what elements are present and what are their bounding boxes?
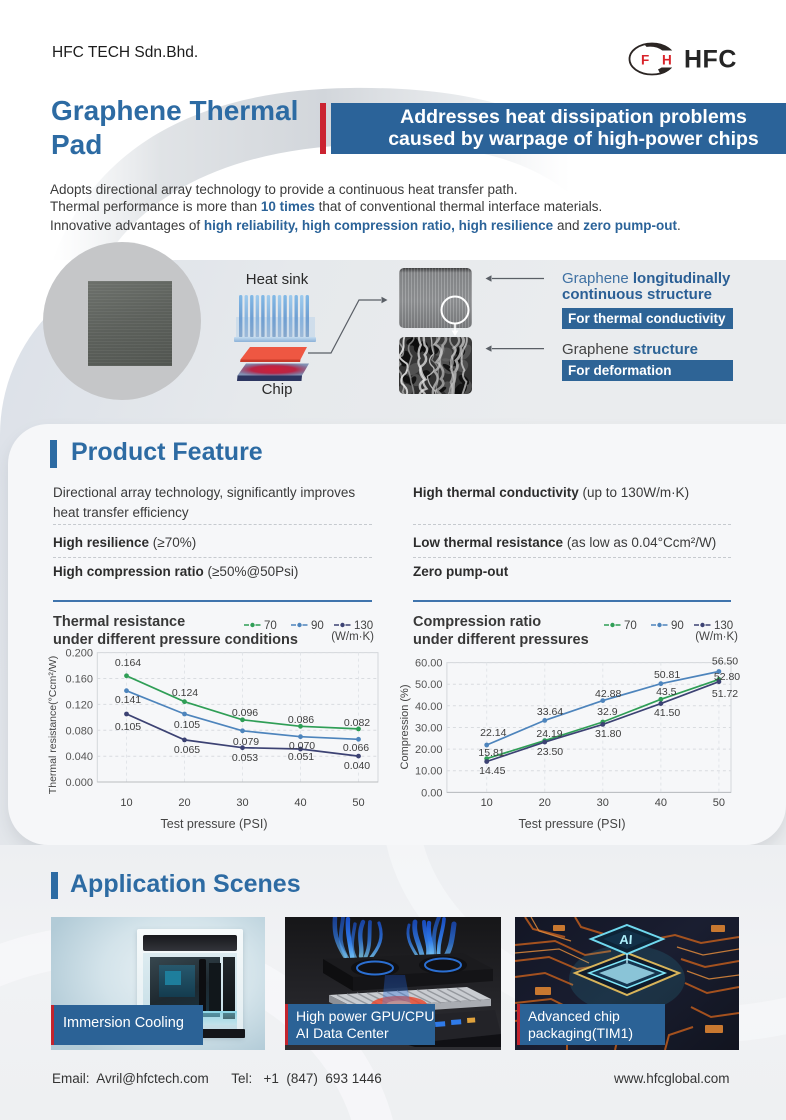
svg-text:0.086: 0.086 [288, 714, 314, 726]
svg-text:0.040: 0.040 [344, 760, 370, 772]
svg-text:20: 20 [178, 797, 190, 809]
svg-text:130: 130 [354, 620, 373, 632]
svg-text:0.080: 0.080 [65, 725, 93, 737]
svg-text:56.50: 56.50 [712, 656, 738, 668]
svg-text:0.105: 0.105 [174, 719, 200, 731]
svg-text:30.00: 30.00 [415, 723, 443, 735]
svg-text:0.053: 0.053 [232, 752, 258, 764]
svg-text:Thermal resistance(°Ccm²/W): Thermal resistance(°Ccm²/W) [47, 656, 59, 794]
svg-text:0.105: 0.105 [115, 721, 141, 733]
svg-text:20.00: 20.00 [415, 744, 443, 756]
svg-text:50.81: 50.81 [654, 669, 680, 681]
svg-text:60.00: 60.00 [415, 658, 443, 670]
svg-text:52.80: 52.80 [714, 671, 740, 683]
svg-text:0.079: 0.079 [233, 736, 259, 748]
svg-text:HFC: HFC [684, 46, 737, 74]
svg-text:30: 30 [597, 797, 609, 809]
svg-text:10.00: 10.00 [415, 766, 443, 778]
svg-text:32.9: 32.9 [597, 706, 618, 718]
svg-text:20: 20 [539, 797, 551, 809]
svg-text:40: 40 [294, 797, 306, 809]
svg-text:F: F [641, 53, 649, 68]
svg-text:(W/m·K): (W/m·K) [331, 631, 374, 643]
svg-text:40: 40 [655, 797, 667, 809]
svg-text:50: 50 [713, 797, 725, 809]
svg-text:130: 130 [714, 620, 733, 632]
svg-text:40.00: 40.00 [415, 701, 443, 713]
svg-text:H: H [662, 53, 672, 68]
svg-text:under different pressure condi: under different pressure conditions [53, 632, 298, 648]
svg-text:Thermal resistance: Thermal resistance [53, 614, 185, 630]
svg-text:Test pressure (PSI): Test pressure (PSI) [519, 817, 626, 831]
svg-text:50.00: 50.00 [415, 679, 443, 691]
svg-text:0.082: 0.082 [344, 717, 370, 729]
svg-text:0.096: 0.096 [232, 707, 258, 719]
svg-text:0.164: 0.164 [115, 657, 141, 669]
svg-text:0.120: 0.120 [65, 699, 93, 711]
svg-text:0.124: 0.124 [172, 687, 198, 699]
svg-text:14.45: 14.45 [479, 765, 505, 777]
svg-text:0.00: 0.00 [421, 787, 442, 799]
svg-text:10: 10 [120, 797, 132, 809]
svg-text:23.50: 23.50 [537, 746, 563, 758]
svg-text:Compression (%): Compression (%) [400, 685, 411, 770]
svg-text:15.81: 15.81 [478, 747, 504, 759]
svg-text:AI: AI [619, 932, 633, 947]
svg-text:0.160: 0.160 [65, 674, 93, 686]
svg-text:0.065: 0.065 [174, 744, 200, 756]
svg-text:41.50: 41.50 [654, 707, 680, 719]
svg-text:22.14: 22.14 [480, 727, 506, 739]
svg-text:30: 30 [236, 797, 248, 809]
svg-text:0.000: 0.000 [65, 777, 93, 789]
svg-text:0.040: 0.040 [65, 751, 93, 763]
svg-text:90: 90 [311, 620, 324, 632]
svg-text:42.88: 42.88 [595, 688, 621, 700]
svg-text:Compression ratio: Compression ratio [413, 614, 541, 630]
svg-text:0.141: 0.141 [115, 694, 141, 706]
svg-text:70: 70 [264, 620, 277, 632]
svg-text:10: 10 [481, 797, 493, 809]
svg-text:51.72: 51.72 [712, 688, 738, 700]
svg-text:33.64: 33.64 [537, 706, 563, 718]
svg-text:Test pressure (PSI): Test pressure (PSI) [161, 817, 268, 831]
svg-text:0.051: 0.051 [288, 751, 314, 763]
svg-text:(W/m·K): (W/m·K) [695, 631, 738, 643]
svg-text:31.80: 31.80 [595, 728, 621, 740]
svg-text:43.5: 43.5 [656, 686, 677, 698]
svg-text:0.200: 0.200 [65, 648, 93, 660]
svg-text:0.070: 0.070 [289, 740, 315, 752]
svg-text:24.19: 24.19 [536, 728, 562, 740]
svg-text:0.066: 0.066 [343, 742, 369, 754]
svg-text:50: 50 [352, 797, 364, 809]
svg-text:under different pressures: under different pressures [413, 632, 589, 648]
svg-text:90: 90 [671, 620, 684, 632]
svg-text:70: 70 [624, 620, 637, 632]
